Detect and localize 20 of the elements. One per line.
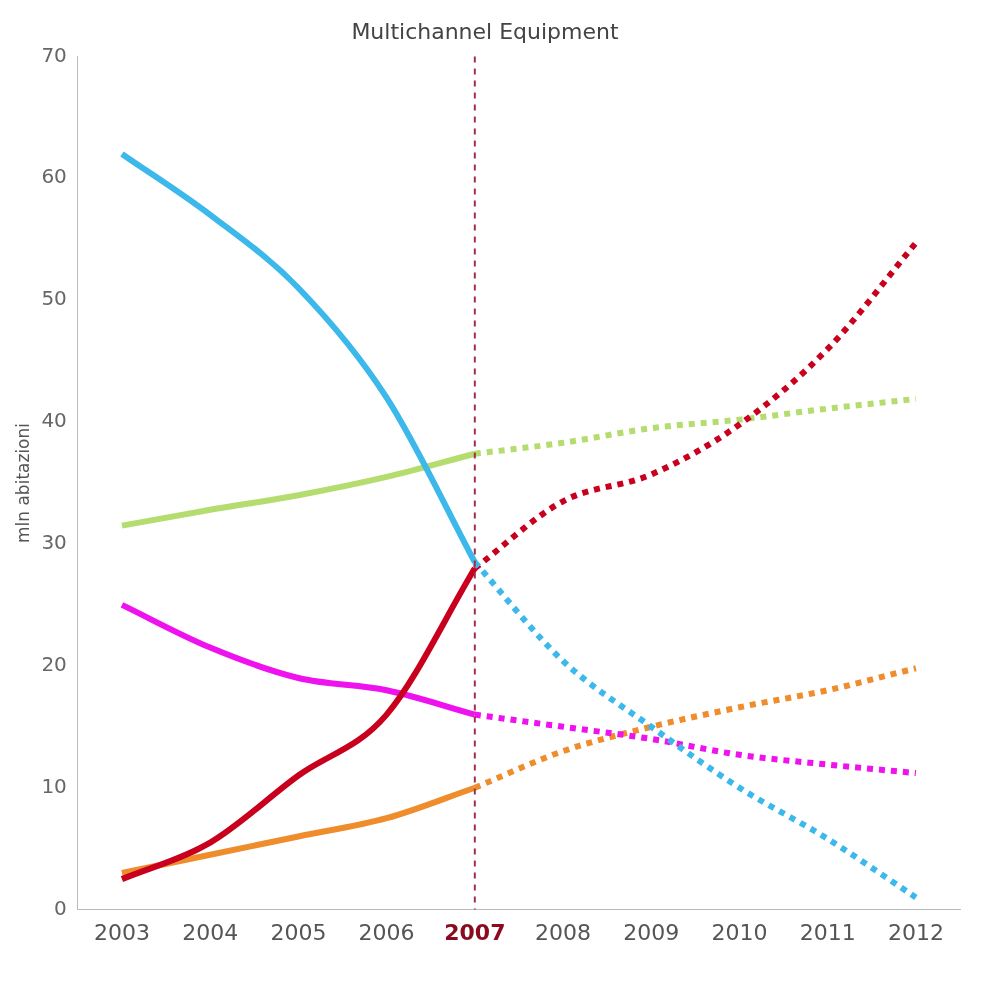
x-tick-label: 2010 bbox=[711, 919, 768, 945]
x-tick-label: 2007 bbox=[444, 919, 506, 945]
y-tick-label: 30 bbox=[41, 530, 67, 555]
y-tick-label: 20 bbox=[41, 652, 67, 677]
y-axis-title: mln abitazioni bbox=[12, 422, 33, 544]
y-tick-label: 40 bbox=[41, 408, 67, 433]
x-tick-label: 2004 bbox=[182, 919, 239, 945]
y-tick-label: 10 bbox=[41, 773, 67, 798]
x-tick-label: 2012 bbox=[887, 919, 944, 945]
y-tick-label: 70 bbox=[41, 42, 67, 67]
x-tick-label: 2003 bbox=[93, 919, 150, 945]
y-tick-label: 60 bbox=[41, 164, 67, 189]
y-tick-label: 50 bbox=[41, 286, 67, 311]
y-tick-label: 0 bbox=[54, 895, 67, 920]
x-tick-label: 2006 bbox=[358, 919, 415, 945]
x-tick-label: 2009 bbox=[623, 919, 680, 945]
x-tick-label: 2011 bbox=[799, 919, 856, 945]
x-tick-label: 2005 bbox=[270, 919, 327, 945]
x-tick-label: 2008 bbox=[535, 919, 592, 945]
chart-title: Multichannel Equipment bbox=[351, 18, 619, 44]
